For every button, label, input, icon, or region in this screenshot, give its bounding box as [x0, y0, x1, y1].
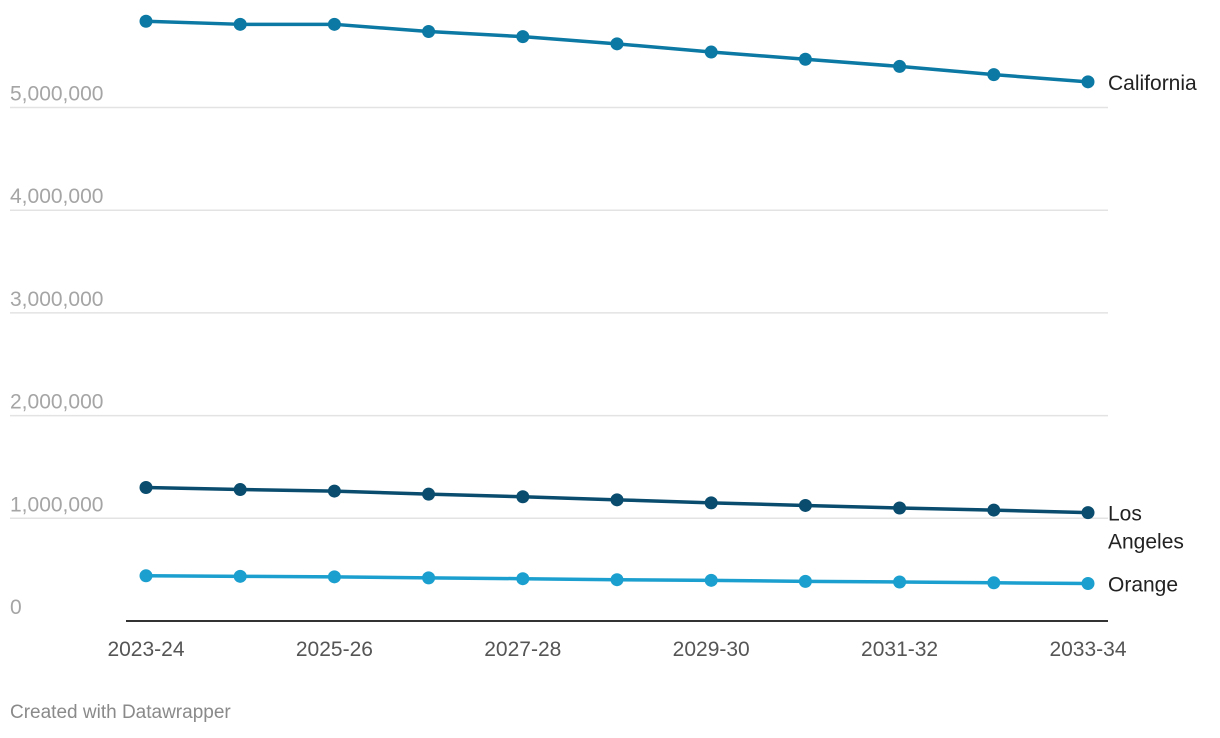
x-tick-label: 2033-34 — [1049, 638, 1126, 661]
y-tick-label: 1,000,000 — [10, 493, 103, 516]
data-point-los-angeles — [798, 498, 812, 512]
x-axis-ticks: 2023-24 2025-26 2027-28 2029-30 2031-32 2033-… — [107, 638, 1126, 661]
series-labels: California Los Angeles Orange — [1108, 72, 1197, 597]
y-tick-label: 4,000,000 — [10, 185, 103, 208]
x-tick-label: 2031-32 — [861, 638, 938, 661]
data-point-orange — [139, 569, 153, 583]
data-point-los-angeles — [704, 496, 718, 510]
data-point-los-angeles — [139, 480, 153, 494]
data-point-los-angeles — [1081, 506, 1095, 520]
data-point-los-angeles — [233, 483, 247, 497]
data-point-california — [610, 37, 624, 51]
data-point-orange — [987, 576, 1001, 590]
datawrapper-credit: Created with Datawrapper — [10, 702, 231, 723]
series-label-california: California — [1108, 72, 1197, 95]
y-tick-label: 0 — [10, 596, 22, 619]
data-point-los-angeles — [987, 503, 1001, 517]
y-axis-ticks: 0 1,000,000 2,000,000 3,000,000 4,000,000 5,0… — [10, 83, 103, 620]
series-line-california — [145, 19, 1089, 84]
x-tick-label: 2025-26 — [296, 638, 373, 661]
data-point-orange — [610, 573, 624, 587]
series-label-los-angeles: Los — [1108, 503, 1142, 526]
data-point-orange — [893, 575, 907, 589]
data-point-california — [139, 14, 153, 28]
y-tick-label: 2,000,000 — [10, 391, 103, 414]
series-group — [139, 14, 1095, 591]
data-point-orange — [704, 573, 718, 587]
line-chart: 0 1,000,000 2,000,000 3,000,000 4,000,000 5,0… — [10, 14, 1197, 661]
data-point-california — [1081, 75, 1095, 89]
x-tick-label: 2027-28 — [484, 638, 561, 661]
data-point-los-angeles — [422, 487, 436, 501]
data-point-orange — [516, 572, 530, 586]
data-point-california — [893, 59, 907, 73]
data-point-california — [516, 30, 530, 44]
data-point-california — [327, 17, 341, 31]
data-point-california — [798, 52, 812, 66]
data-point-california — [233, 17, 247, 31]
data-point-los-angeles — [893, 501, 907, 515]
data-point-los-angeles — [516, 490, 530, 504]
data-point-orange — [422, 571, 436, 585]
data-point-los-angeles — [327, 484, 341, 498]
data-point-california — [704, 45, 718, 59]
data-point-orange — [327, 570, 341, 584]
y-tick-label: 5,000,000 — [10, 83, 103, 106]
y-tick-label: 3,000,000 — [10, 288, 103, 311]
data-point-california — [422, 25, 436, 39]
x-tick-label: 2029-30 — [673, 638, 750, 661]
x-tick-label: 2023-24 — [107, 638, 184, 661]
data-point-orange — [1081, 577, 1095, 591]
gridlines — [10, 106, 1108, 622]
series-label-orange: Orange — [1108, 574, 1178, 597]
data-point-orange — [233, 569, 247, 583]
data-point-los-angeles — [610, 493, 624, 507]
data-point-california — [987, 68, 1001, 82]
series-label-los-angeles: Angeles — [1108, 531, 1184, 554]
data-point-orange — [798, 574, 812, 588]
